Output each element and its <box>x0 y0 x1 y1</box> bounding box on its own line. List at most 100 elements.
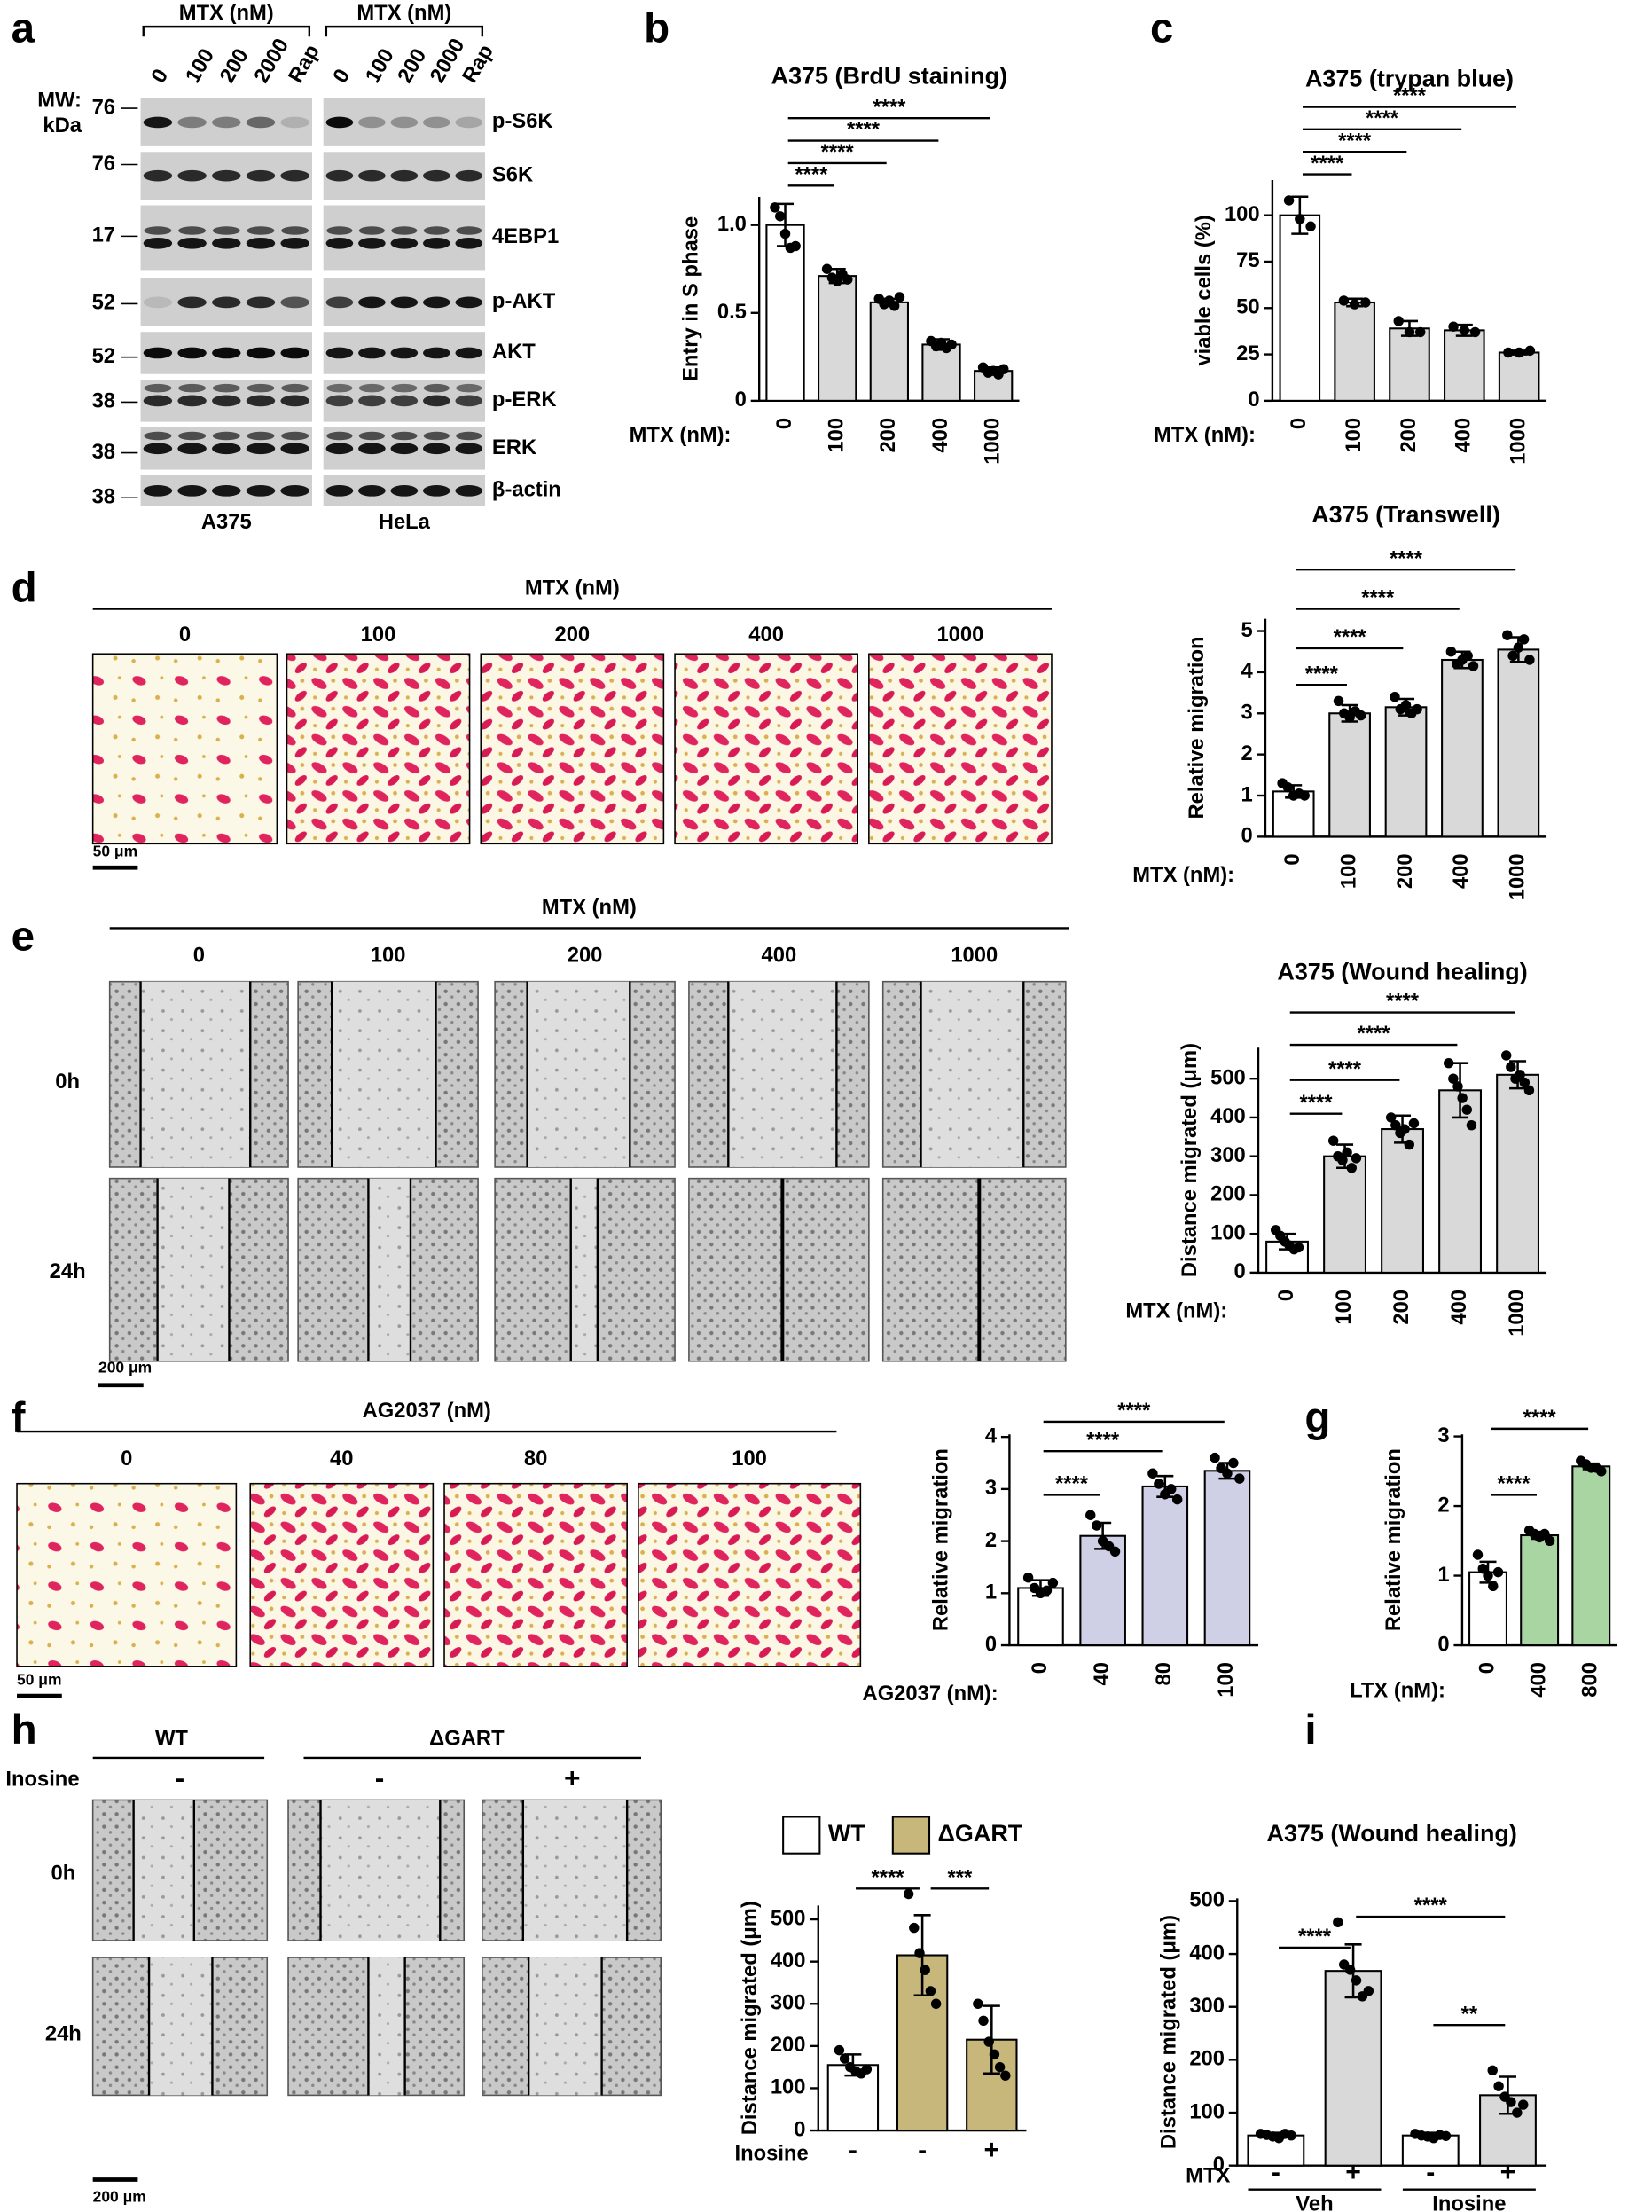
significance-label: **** <box>1086 1428 1120 1452</box>
data-point <box>1399 1124 1410 1134</box>
micrograph <box>249 1482 435 1667</box>
micrograph <box>286 653 471 845</box>
y-tick-label: 2 <box>985 1528 997 1552</box>
blot-band <box>177 395 207 407</box>
x-tick-label: 100 <box>1332 1290 1356 1325</box>
blot-band <box>325 296 354 309</box>
y-tick-label: 1 <box>1241 782 1252 806</box>
mw: 52 <box>92 344 115 368</box>
x-tick-label: 1000 <box>1506 418 1530 465</box>
data-point <box>1346 1163 1357 1173</box>
data-point <box>1282 782 1294 793</box>
data-point <box>1459 325 1470 336</box>
blot-band <box>422 347 450 359</box>
data-point <box>1299 790 1310 801</box>
y-tick-label: 3 <box>1437 1424 1449 1447</box>
blot-band <box>422 169 450 182</box>
blot-band <box>456 431 482 441</box>
blot-band <box>455 395 483 407</box>
group-label: WT <box>155 1727 188 1751</box>
data-point <box>1503 347 1514 358</box>
x-tick-label: 400 <box>1526 1662 1550 1698</box>
data-point <box>1524 655 1535 665</box>
y-axis-label: Entry in S phase <box>678 216 702 381</box>
chart-title: A375 (BrdU staining) <box>771 62 1007 89</box>
bar <box>1141 1485 1189 1647</box>
panel-letter: d <box>12 564 37 611</box>
column-label: 200 <box>568 943 603 967</box>
bar <box>1496 1073 1540 1274</box>
blot-band <box>422 443 450 455</box>
cell-line: HeLa <box>379 510 431 534</box>
x-tick-label: - <box>918 2136 927 2165</box>
x-axis-label: MTX <box>1186 2164 1230 2188</box>
data-point <box>1360 297 1371 308</box>
data-point <box>994 2061 1006 2073</box>
data-point <box>1390 1119 1401 1131</box>
blot-band <box>281 383 309 393</box>
data-point <box>1091 1520 1102 1531</box>
significance-label: **** <box>1305 662 1339 686</box>
blot-band <box>326 431 353 441</box>
data-point <box>1022 1572 1034 1583</box>
micrograph <box>688 1177 870 1362</box>
data-point <box>1461 1104 1472 1115</box>
data-point <box>1512 2107 1523 2118</box>
data-point <box>1154 1479 1164 1489</box>
blot-band <box>281 226 309 235</box>
data-point <box>1408 1118 1420 1129</box>
data-point <box>770 202 780 213</box>
data-point <box>998 364 1009 374</box>
bar <box>1384 706 1428 838</box>
blot-band <box>212 296 241 309</box>
x-tick-label: - <box>849 2136 857 2165</box>
x-tick-label: 100 <box>1214 1662 1238 1698</box>
significance-label: **** <box>1386 990 1420 1014</box>
blot-band <box>423 431 450 441</box>
data-point <box>925 1986 936 1996</box>
row-label: 0h <box>51 1862 75 1886</box>
data-point <box>1404 326 1415 338</box>
y-tick-label: 500 <box>1189 1888 1225 1912</box>
data-point <box>1468 661 1479 671</box>
blot-band <box>143 443 173 455</box>
blot-band <box>177 237 207 249</box>
data-point <box>1448 1073 1459 1084</box>
x-tick-label: 0 <box>772 418 796 429</box>
data-point <box>1337 1155 1348 1165</box>
data-point <box>1390 692 1400 702</box>
blot-band <box>280 443 309 455</box>
data-point <box>1171 1494 1183 1505</box>
y-tick-label: 1.0 <box>717 212 747 236</box>
data-point <box>1047 1577 1059 1588</box>
blot-band <box>456 383 482 393</box>
blot-band <box>390 237 419 249</box>
significance-label: **** <box>1390 546 1423 570</box>
bar <box>818 275 857 402</box>
blot-band <box>212 226 240 235</box>
blot-band <box>456 226 482 235</box>
blot-band <box>358 169 386 182</box>
y-axis-label: Distance migrated (μm) <box>1178 1043 1202 1277</box>
significance-label: **** <box>1366 106 1399 130</box>
data-point <box>1514 347 1524 358</box>
column-label: + <box>564 1762 581 1794</box>
y-axis-label: Relative migration <box>1185 636 1209 819</box>
data-point <box>1445 647 1457 657</box>
bar <box>1444 329 1485 402</box>
cell-line: A375 <box>201 510 252 534</box>
blot-band <box>455 347 483 359</box>
bar <box>869 301 909 402</box>
bar <box>1203 1470 1251 1647</box>
group-label: ΔGART <box>429 1727 505 1751</box>
y-axis-label: viable cells (%) <box>1192 215 1216 365</box>
x-tick-label: - <box>1272 2158 1280 2187</box>
blot-band <box>280 169 309 182</box>
data-point <box>973 1998 983 2009</box>
data-point <box>1222 1468 1233 1479</box>
blot-band <box>247 226 275 235</box>
data-point <box>1493 2081 1504 2091</box>
column-label: 400 <box>748 623 784 647</box>
y-tick-label: 300 <box>771 1991 806 2015</box>
